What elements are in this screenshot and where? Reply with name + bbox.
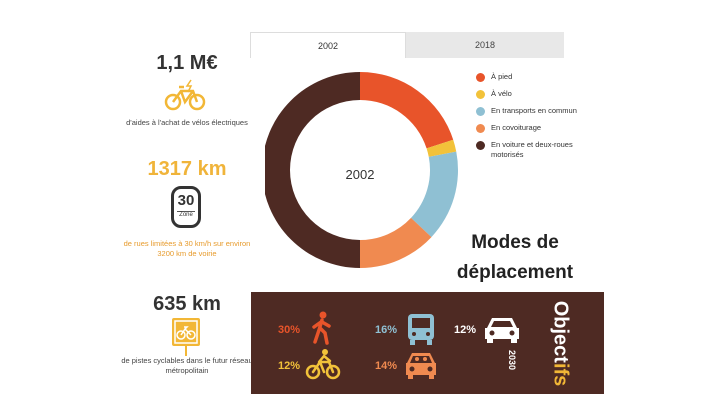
legend-dot xyxy=(476,73,485,82)
legend-label: En voiture et deux-roues motorisés xyxy=(491,140,573,159)
objective-bus-pct: 16% xyxy=(375,324,398,336)
electric-bike-icon xyxy=(164,79,206,111)
zone30-sign-icon: 30 Zone xyxy=(171,186,201,228)
slice-carpool xyxy=(360,217,432,268)
objectives-title: Objectifs xyxy=(549,299,572,389)
zone-label: Zone xyxy=(177,211,195,218)
zone-number: 30 xyxy=(177,192,195,209)
cyclist-icon xyxy=(305,349,341,380)
legend-dot xyxy=(476,107,485,116)
bike-lane-sign-icon xyxy=(172,318,200,356)
objective-carpool-pct: 14% xyxy=(375,360,398,372)
slice-car xyxy=(265,72,360,268)
objectives-year: 2030 xyxy=(507,349,518,371)
bus-icon xyxy=(408,314,434,345)
zone30-km: 1317 km xyxy=(147,158,227,180)
bike-aid-text: d'aides à l'achat de vélos électriques xyxy=(126,118,248,127)
tab-2002[interactable]: 2002 xyxy=(250,32,406,58)
legend-label: À pied xyxy=(491,72,513,81)
legend-label: En covoiturage xyxy=(491,123,542,132)
objectives-title-b: ifs xyxy=(549,362,572,387)
objectives-title-a: Object xyxy=(549,300,572,363)
objective-car-pct: 12% xyxy=(454,324,477,336)
bike-aid-amount: 1,1 M€ xyxy=(156,52,218,74)
legend-item-car: En voiture et deux-roues motorisés xyxy=(476,140,586,160)
slice-walk xyxy=(360,72,454,149)
tab-2018[interactable]: 2018 xyxy=(406,32,564,58)
car-icon xyxy=(485,318,519,343)
chart-legend: À pied À vélo En transports en commun En… xyxy=(476,72,586,167)
modes-donut-chart xyxy=(265,72,458,268)
legend-label: À vélo xyxy=(491,89,512,98)
bike-lanes-km: 635 km xyxy=(153,293,221,315)
legend-dot xyxy=(476,141,485,150)
legend-item-carpool: En covoiturage xyxy=(476,123,586,133)
slice-bike xyxy=(426,139,457,157)
legend-dot xyxy=(476,90,485,99)
legend-item-bike: À vélo xyxy=(476,89,586,99)
legend-item-walk: À pied xyxy=(476,72,586,82)
bike-lanes-text: de pistes cyclables dans le futur réseau… xyxy=(121,356,253,375)
objective-bike-pct: 12% xyxy=(278,360,301,372)
zone30-text: de rues limitées à 30 km/h sur environ 3… xyxy=(123,239,251,258)
legend-label: En transports en commun xyxy=(491,106,577,115)
carpool-icon xyxy=(406,353,436,379)
legend-item-transit: En transports en commun xyxy=(476,106,586,116)
objective-walk-pct: 30% xyxy=(278,324,301,336)
slice-transit xyxy=(411,151,458,238)
donut-center-label: 2002 xyxy=(345,167,375,182)
modes-title: Modes de déplacement xyxy=(456,232,574,283)
legend-dot xyxy=(476,124,485,133)
walking-person-icon xyxy=(312,311,331,345)
